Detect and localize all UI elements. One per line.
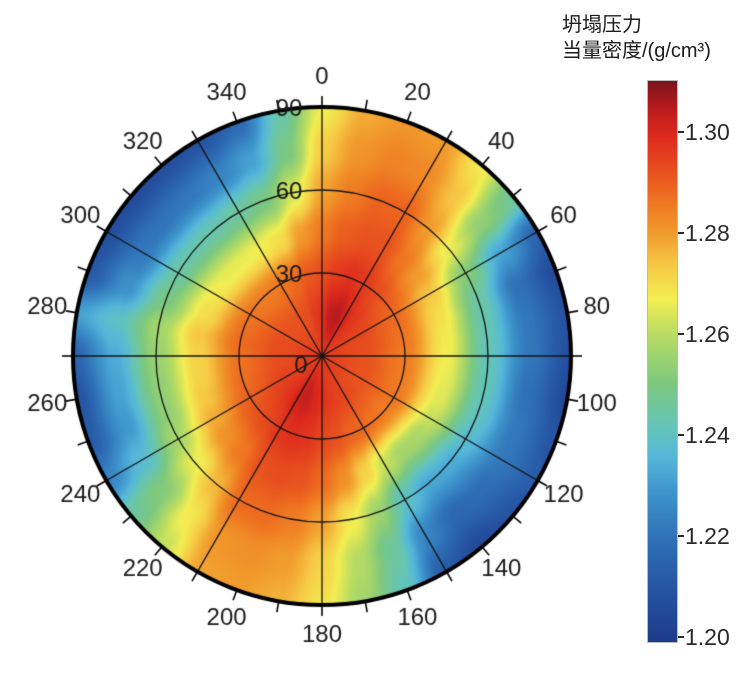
colorbar-tick-mark (678, 434, 684, 436)
colorbar-tick-label: 1.30 (685, 119, 730, 145)
colorbar-tick-label: 1.28 (685, 220, 730, 246)
colorbar-tick-label: 1.22 (685, 523, 730, 549)
colorbar-tick-label: 1.26 (685, 321, 730, 347)
colorbar (647, 80, 678, 643)
colorbar-title: 坍塌压力 当量密度/(g/cm³) (562, 12, 711, 64)
colorbar-tick-mark (678, 131, 684, 133)
colorbar-tick-mark (678, 636, 684, 638)
colorbar-tick-mark (678, 333, 684, 335)
colorbar-tick-mark (678, 232, 684, 234)
colorbar-tick-label: 1.24 (685, 422, 730, 448)
colorbar-tick-mark (678, 535, 684, 537)
colorbar-title-line2: 当量密度/(g/cm³) (562, 40, 711, 62)
colorbar-title-line1: 坍塌压力 (562, 14, 642, 36)
colorbar-tick-label: 1.20 (685, 624, 730, 650)
